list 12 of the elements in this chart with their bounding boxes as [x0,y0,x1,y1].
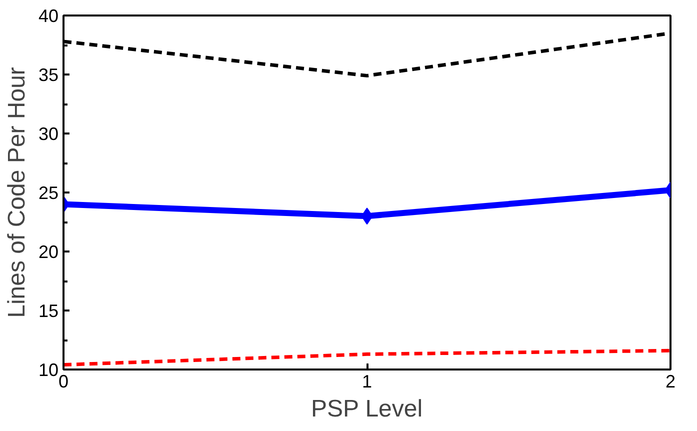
y-tick-label: 10 [38,360,59,380]
y-tick-label: 35 [38,65,59,85]
y-tick-label: 15 [38,301,59,321]
y-tick-label: 20 [38,242,59,262]
x-tick-label: 1 [362,372,372,392]
y-axis-title: Lines of Code Per Hour [3,67,30,318]
y-tick-label: 30 [38,124,59,144]
y-tick-label: 40 [38,6,59,26]
x-axis-title: PSP Level [310,396,423,422]
x-tick-label: 2 [665,372,676,392]
x-tick-label: 0 [58,372,69,392]
y-tick-label: 25 [38,183,59,203]
